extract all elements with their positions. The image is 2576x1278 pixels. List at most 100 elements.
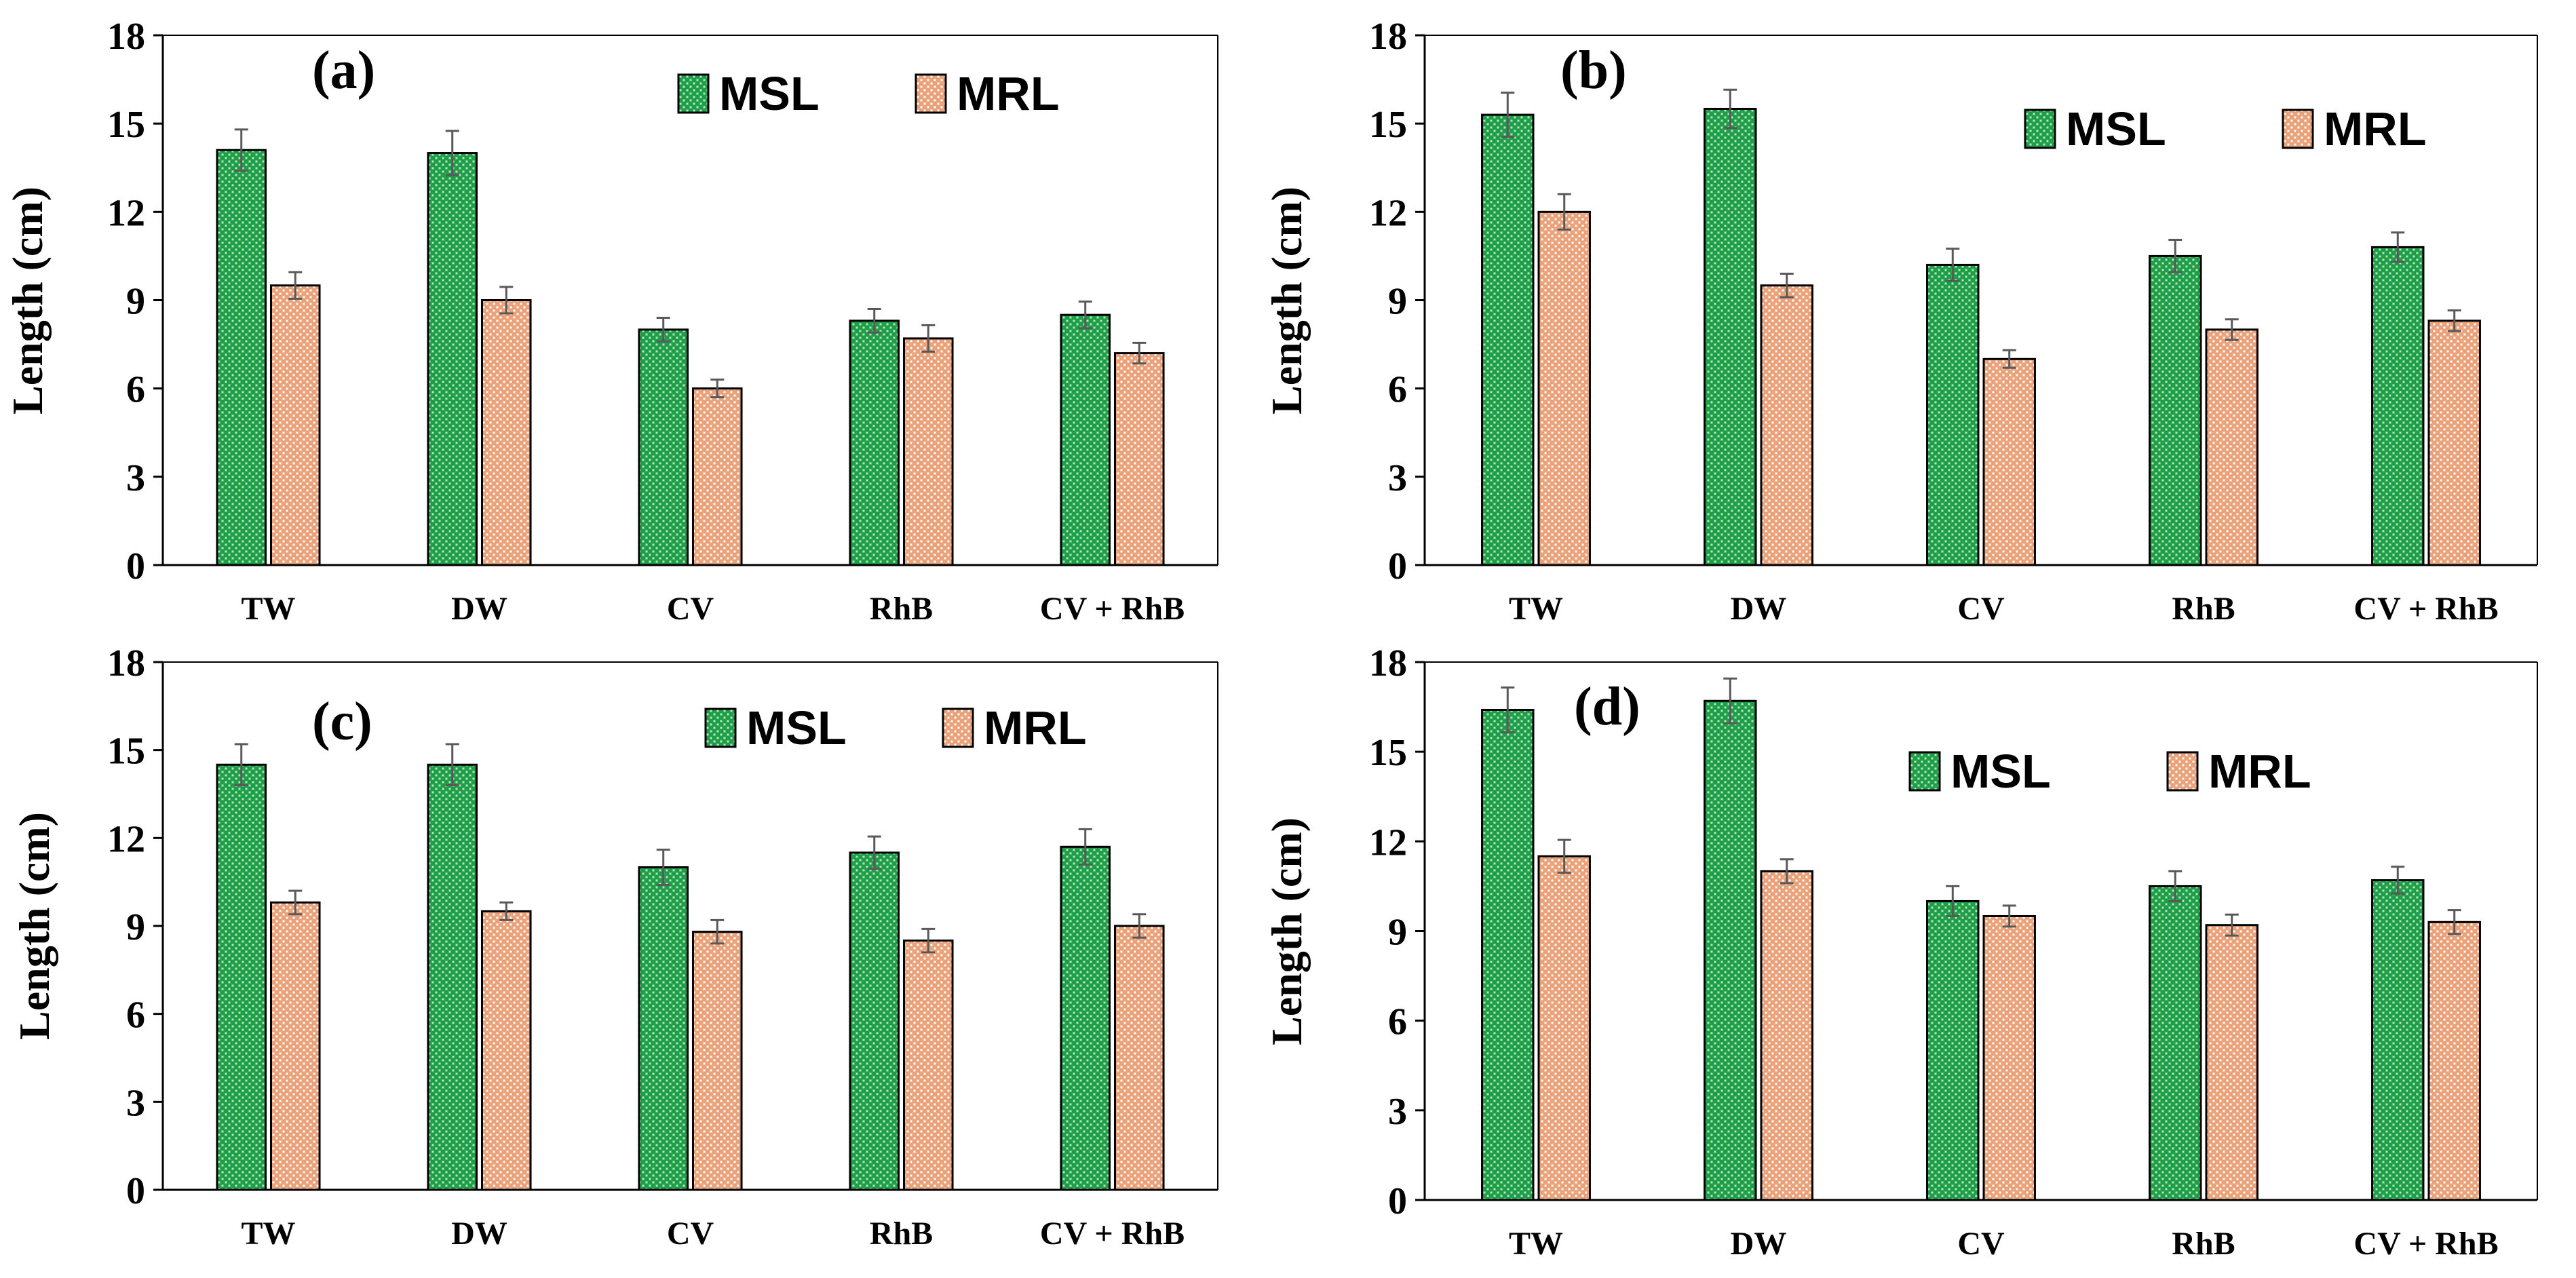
y-tick-label: 12 bbox=[1369, 821, 1407, 864]
y-tick-label: 9 bbox=[1388, 281, 1407, 323]
bar-mrl bbox=[1114, 925, 1165, 1191]
x-tick-label: CV bbox=[667, 1216, 714, 1252]
bar-msl bbox=[2371, 246, 2425, 566]
bar-msl bbox=[216, 149, 267, 566]
x-tick-label: CV bbox=[1957, 1226, 2005, 1262]
bar-mrl bbox=[903, 337, 954, 566]
x-tick-label: DW bbox=[451, 591, 507, 627]
bar-msl bbox=[427, 763, 478, 1191]
legend-swatch-msl bbox=[2024, 109, 2056, 149]
x-tick-label: TW bbox=[241, 591, 295, 627]
bar-msl bbox=[638, 328, 689, 566]
x-tick-label: DW bbox=[1731, 1226, 1787, 1262]
y-tick-label: 3 bbox=[1388, 457, 1407, 499]
legend-label-mrl: MRL bbox=[984, 701, 1087, 754]
legend-swatch-mrl bbox=[2282, 109, 2314, 149]
legend-swatch-msl bbox=[677, 73, 710, 114]
bar-mrl bbox=[1760, 284, 1813, 566]
bar-mrl bbox=[692, 931, 743, 1191]
bar-msl bbox=[849, 320, 900, 566]
x-tick-label: CV + RhB bbox=[2353, 591, 2498, 627]
y-tick-label: 0 bbox=[1388, 545, 1407, 587]
chart-panel-a: 0 3 6 9 12 15 18 Length (cm) TW DW CV RhB CV + RhB (a… bbox=[3, 16, 1218, 627]
bar-msl bbox=[1704, 107, 1757, 566]
legend-swatch-mrl bbox=[2166, 751, 2199, 792]
legend-swatch-mrl bbox=[942, 708, 974, 748]
chart-panel-b: 0 3 6 9 12 15 18 Length (cm) TW DW CV RhB CV + RhB (b… bbox=[1263, 16, 2538, 627]
bar-mrl bbox=[1114, 352, 1165, 566]
bar-mrl bbox=[270, 901, 321, 1191]
y-tick-label: 6 bbox=[1388, 369, 1407, 411]
x-tick-label: CV + RhB bbox=[1040, 591, 1185, 627]
legend-label-msl: MSL bbox=[719, 67, 820, 120]
y-tick-label: 12 bbox=[107, 192, 145, 234]
bar-msl bbox=[427, 152, 478, 566]
panel-label: (a) bbox=[312, 41, 375, 100]
chart-panel-d: 0 3 6 9 12 15 18 Length (cm) TW DW CV RhB CV + RhB (d… bbox=[1263, 642, 2538, 1262]
y-tick-label: 18 bbox=[1369, 16, 1407, 58]
x-tick-label: TW bbox=[1509, 1226, 1563, 1262]
bar-msl bbox=[1926, 263, 1980, 566]
legend-swatch-mrl bbox=[915, 73, 947, 114]
y-tick-label: 15 bbox=[1369, 104, 1407, 146]
legend-label-msl: MSL bbox=[746, 701, 847, 754]
y-tick-label: 9 bbox=[126, 906, 145, 948]
bar-mrl bbox=[1982, 914, 2036, 1201]
bar-msl bbox=[1926, 899, 1980, 1201]
x-tick-label: DW bbox=[1731, 591, 1787, 627]
y-tick-label: 9 bbox=[1388, 912, 1407, 954]
y-tick-label: 15 bbox=[107, 731, 145, 773]
legend-label-mrl: MRL bbox=[957, 67, 1060, 120]
y-tick-label: 3 bbox=[126, 1082, 145, 1124]
bar-mrl bbox=[1537, 855, 1591, 1201]
x-tick-label: DW bbox=[451, 1216, 507, 1252]
panel-label: (b) bbox=[1560, 41, 1627, 100]
legend-swatch-msl bbox=[1908, 751, 1941, 792]
y-tick-label: 0 bbox=[126, 1170, 145, 1212]
bar-msl bbox=[1060, 845, 1111, 1191]
y-tick-label: 3 bbox=[126, 457, 145, 499]
y-tick-label: 6 bbox=[126, 369, 145, 411]
y-axis-title: Length (cm) bbox=[1263, 187, 1311, 414]
y-tick-label: 0 bbox=[1388, 1180, 1407, 1222]
legend-swatch-msl bbox=[704, 708, 737, 748]
bar-mrl bbox=[270, 284, 321, 566]
y-tick-label: 15 bbox=[1369, 732, 1407, 774]
y-tick-label: 18 bbox=[107, 642, 145, 684]
bar-mrl bbox=[2205, 328, 2258, 566]
x-tick-label: RhB bbox=[2172, 591, 2235, 627]
bar-mrl bbox=[2427, 320, 2481, 566]
y-tick-label: 6 bbox=[1388, 1001, 1407, 1043]
chart-panel-c: 0 3 6 9 12 15 18 Length (cm) TW DW CV RhB CV + RhB (c… bbox=[10, 642, 1218, 1252]
x-tick-label: CV + RhB bbox=[2353, 1226, 2498, 1262]
legend-label-mrl: MRL bbox=[2208, 745, 2311, 798]
bar-msl bbox=[1481, 113, 1535, 566]
y-tick-label: 18 bbox=[107, 16, 145, 58]
bar-mrl bbox=[1760, 870, 1813, 1201]
bar-msl bbox=[2149, 254, 2202, 566]
y-axis-title: Length (cm) bbox=[1263, 817, 1311, 1045]
x-tick-label: CV bbox=[667, 591, 714, 627]
bar-mrl bbox=[903, 940, 954, 1191]
x-tick-label: RhB bbox=[2172, 1226, 2235, 1262]
bar-msl bbox=[1704, 699, 1757, 1201]
bar-msl bbox=[638, 866, 689, 1191]
panel-label: (d) bbox=[1574, 677, 1640, 737]
y-tick-label: 15 bbox=[107, 104, 145, 146]
bar-mrl bbox=[1982, 357, 2036, 566]
bar-mrl bbox=[2427, 921, 2481, 1201]
y-tick-label: 6 bbox=[126, 994, 145, 1037]
bar-msl bbox=[2371, 879, 2425, 1201]
y-tick-label: 3 bbox=[1388, 1091, 1407, 1133]
bar-mrl bbox=[1537, 210, 1591, 566]
y-tick-label: 9 bbox=[126, 281, 145, 323]
x-tick-label: RhB bbox=[870, 591, 933, 627]
x-tick-label: CV bbox=[1957, 591, 2005, 627]
bar-mrl bbox=[692, 387, 743, 566]
bar-msl bbox=[1060, 313, 1111, 566]
y-tick-label: 18 bbox=[1369, 642, 1407, 684]
legend-label-msl: MSL bbox=[2066, 102, 2166, 155]
y-tick-label: 12 bbox=[107, 818, 145, 860]
bar-mrl bbox=[481, 910, 532, 1191]
legend-label-mrl: MRL bbox=[2324, 102, 2427, 155]
